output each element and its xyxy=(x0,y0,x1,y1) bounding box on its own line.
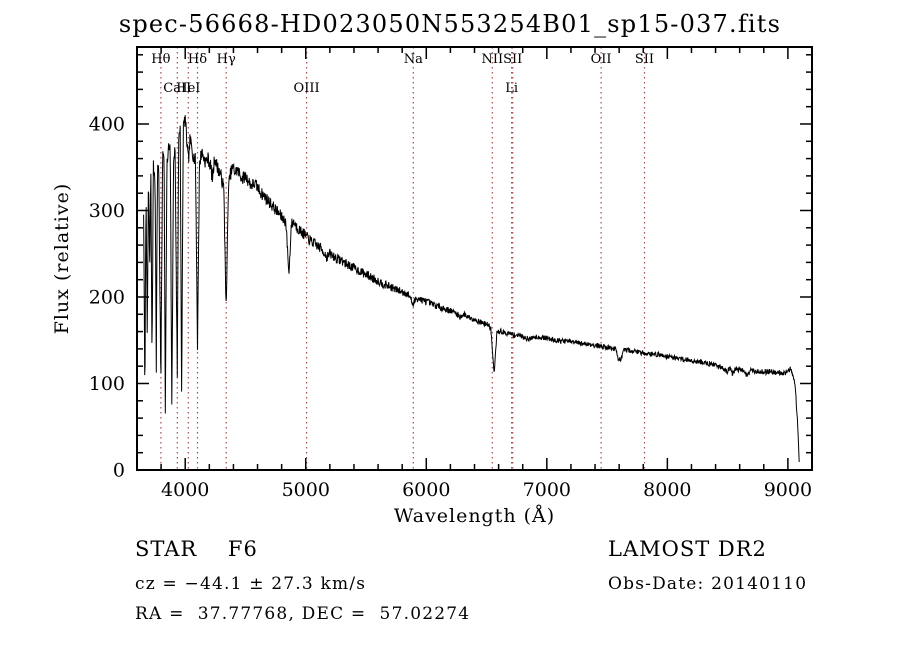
y-axis-label: Flux (relative) xyxy=(51,183,73,335)
x-tick-label: 5000 xyxy=(282,479,330,501)
x-tick-label: 4000 xyxy=(161,479,209,501)
plot-title: spec-56668-HD023050N553254B01_sp15-037.f… xyxy=(118,10,782,38)
spectral-line-label: SII xyxy=(503,52,522,67)
x-tick-label: 7000 xyxy=(523,479,571,501)
line-markers xyxy=(160,47,646,470)
obs-date-text: Obs-Date: 20140110 xyxy=(608,574,808,594)
plot-frame xyxy=(136,46,813,471)
spectral-line-label: HeI xyxy=(176,81,200,96)
spectral-line-label: Hθ xyxy=(151,52,170,67)
x-tick-label: 8000 xyxy=(643,479,691,501)
spectrum-trace xyxy=(143,115,800,463)
x-tick-label: 6000 xyxy=(402,479,450,501)
x-axis-label: Wavelength (Å) xyxy=(394,505,555,527)
spectrum-plot: 4000 5000 6000 7000 8000 9000 0 100 200 300 400 Wav… xyxy=(51,46,813,527)
axis-ticks xyxy=(137,47,812,471)
x-tick-label: 9000 xyxy=(764,479,812,501)
y-tick-label: 200 xyxy=(89,287,125,309)
spectral-line-label: SII xyxy=(635,52,654,67)
spectral-line-label: OIII xyxy=(294,81,320,96)
y-tick-label: 300 xyxy=(89,200,125,222)
y-tick-label: 400 xyxy=(89,114,125,136)
spectral-line-label: Na xyxy=(404,52,423,67)
spectral-line-label: Li xyxy=(505,81,518,96)
object-class-text: STAR F6 xyxy=(135,537,258,561)
y-tick-label: 0 xyxy=(113,460,125,482)
survey-text: LAMOST DR2 xyxy=(608,537,767,561)
radec-text: RA = 37.77768, DEC = 57.02274 xyxy=(135,604,471,624)
spectral-line-label: Hδ xyxy=(188,52,207,67)
spectral-line-label: OII xyxy=(591,52,612,67)
spectral-line-label: NII xyxy=(482,52,504,67)
spectral-line-label: Hγ xyxy=(217,52,236,67)
y-tick-label: 100 xyxy=(89,373,125,395)
tick-labels: 4000 5000 6000 7000 8000 9000 0 100 200 300 400 xyxy=(89,114,812,501)
cz-text: cz = −44.1 ± 27.3 km/s xyxy=(135,574,367,594)
spectral-line-label: CaII xyxy=(163,81,191,96)
